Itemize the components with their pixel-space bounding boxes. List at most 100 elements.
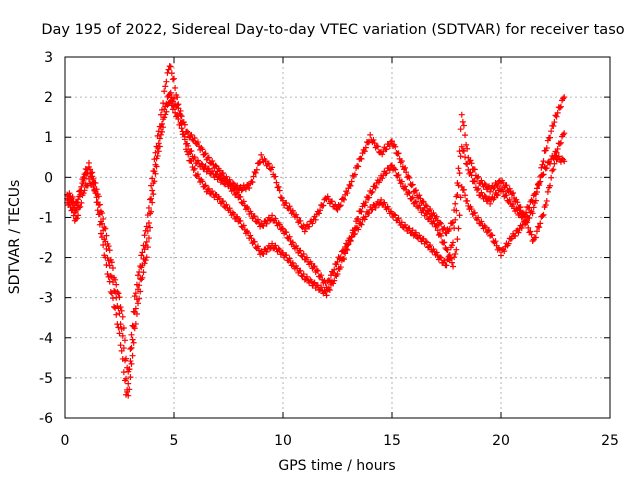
data-point xyxy=(275,183,282,190)
data-point xyxy=(85,159,92,166)
data-point xyxy=(556,104,563,111)
data-point xyxy=(454,236,461,243)
data-point xyxy=(77,187,84,194)
data-point xyxy=(178,125,185,132)
data-point xyxy=(129,336,136,343)
data-point xyxy=(448,220,455,227)
data-point xyxy=(194,157,201,164)
data-point xyxy=(513,196,520,203)
data-point xyxy=(209,188,216,195)
data-point xyxy=(99,234,106,241)
data-point xyxy=(175,115,182,122)
data-point xyxy=(474,175,481,182)
data-point xyxy=(272,215,279,222)
data-point xyxy=(441,257,448,264)
data-point xyxy=(529,210,536,217)
data-point xyxy=(95,193,102,200)
data-point xyxy=(272,242,279,249)
data-point xyxy=(126,366,133,373)
data-point xyxy=(157,123,164,130)
x-axis-label: GPS time / hours xyxy=(278,458,395,474)
data-point xyxy=(334,206,341,213)
data-point xyxy=(75,196,82,203)
data-point xyxy=(117,342,124,349)
data-point xyxy=(481,180,488,187)
series-track-c xyxy=(64,89,568,375)
data-point xyxy=(458,111,465,118)
data-point xyxy=(118,307,125,314)
data-point xyxy=(212,162,219,169)
data-point xyxy=(329,198,336,205)
data-point xyxy=(538,164,545,171)
data-point xyxy=(379,151,386,158)
y-axis-label: SDTVAR / TECUs xyxy=(7,180,23,295)
data-point xyxy=(247,232,254,239)
data-point xyxy=(474,187,481,194)
data-point xyxy=(501,248,508,255)
data-point xyxy=(444,246,451,253)
data-point xyxy=(346,237,353,244)
data-point xyxy=(269,240,276,247)
data-point xyxy=(123,355,130,362)
data-point xyxy=(475,214,482,221)
data-point xyxy=(324,193,331,200)
data-point xyxy=(269,212,276,219)
data-point xyxy=(325,286,332,293)
data-point xyxy=(336,203,343,210)
data-point xyxy=(420,198,427,205)
data-point xyxy=(233,190,240,197)
data-point xyxy=(402,183,409,190)
data-point xyxy=(102,254,109,261)
data-point xyxy=(412,198,419,205)
data-point xyxy=(450,263,457,270)
data-point xyxy=(289,239,296,246)
data-point xyxy=(199,146,206,153)
data-point xyxy=(442,229,449,236)
y-tick-label: -6 xyxy=(39,411,53,427)
data-point xyxy=(113,311,120,318)
data-point xyxy=(205,154,212,161)
data-point xyxy=(76,188,83,195)
data-point xyxy=(184,148,191,155)
data-point xyxy=(547,134,554,141)
data-point xyxy=(194,171,201,178)
data-point xyxy=(398,219,405,226)
data-point xyxy=(184,128,191,135)
data-point xyxy=(355,163,362,170)
data-point xyxy=(451,207,458,214)
data-point xyxy=(448,259,455,266)
data-point xyxy=(536,180,543,187)
data-point xyxy=(237,193,244,200)
data-point xyxy=(540,171,547,178)
data-point xyxy=(357,220,364,227)
data-point xyxy=(145,220,152,227)
data-point xyxy=(293,211,300,218)
data-point xyxy=(482,181,489,188)
data-point xyxy=(185,151,192,158)
data-point xyxy=(462,192,469,199)
data-point xyxy=(109,265,116,272)
data-point xyxy=(379,175,386,182)
data-series xyxy=(64,63,568,399)
data-point xyxy=(438,232,445,239)
data-point xyxy=(199,161,206,168)
data-point xyxy=(341,196,348,203)
data-point xyxy=(453,246,460,253)
data-point xyxy=(311,263,318,270)
data-point xyxy=(409,227,416,234)
data-point xyxy=(318,272,325,279)
data-point xyxy=(88,170,95,177)
data-point xyxy=(300,271,307,278)
data-point xyxy=(346,181,353,188)
data-point xyxy=(178,113,185,120)
data-point xyxy=(289,207,296,214)
data-point xyxy=(130,323,137,330)
data-point xyxy=(406,225,413,232)
data-point xyxy=(251,213,258,220)
data-point xyxy=(163,100,170,107)
data-point xyxy=(135,286,142,293)
data-point xyxy=(96,221,103,228)
data-point xyxy=(542,202,549,209)
data-point xyxy=(366,194,373,201)
data-point xyxy=(361,216,368,223)
